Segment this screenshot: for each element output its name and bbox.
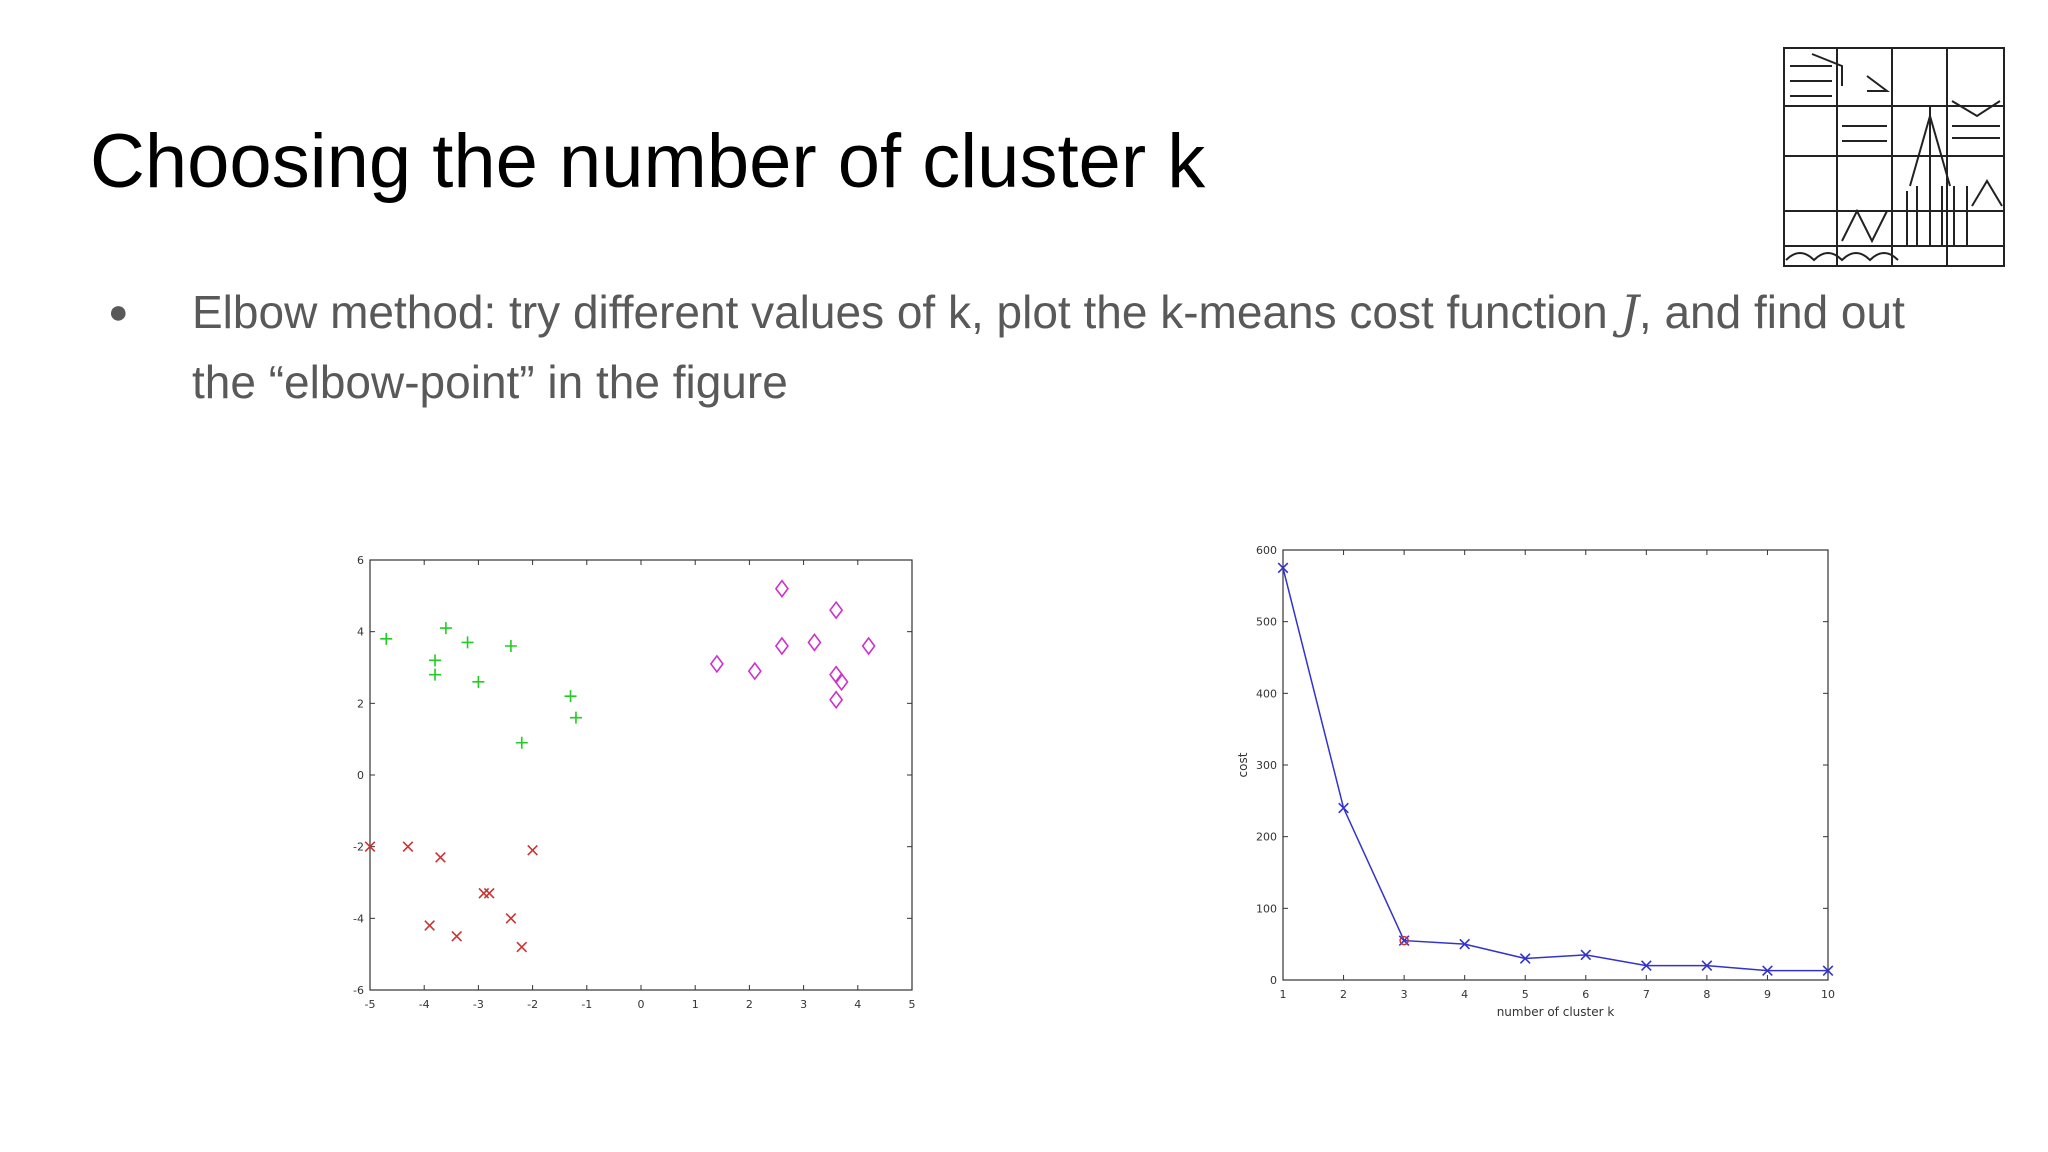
y-tick-label: -6 (353, 984, 364, 997)
x-tick-label: 1 (692, 998, 699, 1011)
scatter-point-plus (429, 668, 442, 681)
x-tick-label: -5 (365, 998, 376, 1011)
x-tick-label: 10 (1821, 988, 1835, 1001)
cost-data-point (1277, 562, 1289, 574)
bullet-text-part1: Elbow method: try different values of k,… (192, 286, 1621, 338)
x-tick-label: -1 (581, 998, 592, 1011)
cost-data-point (1580, 949, 1592, 961)
scatter-point-x (478, 887, 490, 899)
x-tick-label: 5 (909, 998, 916, 1011)
cost-series-line (1282, 567, 1828, 972)
scatter-point-plus (569, 711, 582, 724)
x-tick-label: 1 (1280, 988, 1287, 1001)
slide-title: Choosing the number of cluster k (90, 119, 1206, 204)
y-tick-label: 100 (1256, 902, 1277, 915)
scatter-point-diamond (774, 579, 789, 599)
x-tick-label: 7 (1643, 988, 1650, 1001)
y-tick-label: 0 (1270, 974, 1277, 987)
x-tick-label: -3 (473, 998, 484, 1011)
y-tick-label: 2 (357, 697, 364, 710)
scatter-point-plus (380, 632, 393, 645)
bullet-dot-icon: ● (108, 293, 129, 331)
plot-area-frame (369, 559, 913, 991)
y-tick-label: 300 (1256, 759, 1277, 772)
x-tick-label: 8 (1703, 988, 1710, 1001)
scatter-point-diamond (834, 672, 849, 692)
x-tick-label: 9 (1764, 988, 1771, 1001)
scatter-point-plus (504, 640, 517, 652)
x-tick-label: 6 (1582, 988, 1589, 1001)
scatter-point-x (516, 941, 528, 953)
cost-data-point (1822, 965, 1834, 977)
scatter-point-x (424, 920, 435, 931)
x-tick-label: -2 (527, 998, 538, 1011)
bullet-item: ● Elbow method: try different values of … (108, 277, 1948, 417)
x-tick-label: 2 (1340, 988, 1347, 1001)
scatter-point-diamond (829, 690, 844, 710)
scatter-chart: -5 -4 -3 -2 -1 0 1 2 3 4 5 -6 -4 -2 0 2 4 6 (353, 554, 916, 1011)
y-tick-label: 0 (357, 769, 364, 782)
cost-data-point (1762, 965, 1773, 977)
scatter-point-x (435, 852, 446, 863)
x-tick-label: 3 (800, 998, 807, 1011)
y-tick-label: 4 (357, 626, 364, 639)
cost-data-point (1519, 953, 1531, 964)
y-tick-label: 500 (1256, 616, 1277, 629)
scatter-point-x (402, 841, 414, 853)
scatter-point-diamond (747, 661, 762, 681)
elbow-point-marker (1399, 935, 1409, 946)
scatter-point-diamond (807, 633, 822, 652)
scatter-point-diamond (774, 636, 789, 656)
scatter-point-diamond (861, 636, 876, 656)
cost-data-point (1640, 960, 1652, 972)
x-tick-label: 3 (1401, 988, 1408, 1001)
scatter-point-plus (472, 675, 485, 688)
scatter-point-plus (429, 654, 442, 667)
x-tick-label: 4 (1461, 988, 1468, 1001)
x-tick-label: 2 (746, 998, 753, 1011)
scatter-point-x (451, 930, 463, 942)
cost-data-point (1459, 938, 1471, 950)
y-tick-label: 200 (1256, 831, 1277, 844)
y-tick-label: -2 (353, 841, 364, 854)
scatter-point-plus (439, 622, 452, 635)
y-tick-label: 400 (1256, 687, 1277, 700)
bullet-text: Elbow method: try different values of k,… (192, 277, 1948, 417)
scatter-point-plus (461, 636, 474, 649)
scatter-point-plus (564, 690, 577, 703)
scatter-point-x (483, 887, 495, 899)
cost-data-point (1701, 960, 1713, 972)
scatter-point-plus (515, 736, 528, 749)
cost-data-point (1338, 802, 1349, 814)
x-tick-label: 0 (638, 998, 645, 1011)
x-tick-label: 5 (1522, 988, 1529, 1001)
y-tick-label: 600 (1256, 544, 1277, 557)
cost-function-variable: J (1620, 285, 1639, 339)
y-tick-label: -4 (353, 912, 364, 925)
x-axis-label: number of cluster k (1497, 1005, 1615, 1019)
y-axis-label: cost (1236, 752, 1250, 777)
x-tick-label: 4 (854, 998, 861, 1011)
y-tick-label: 6 (357, 554, 364, 567)
scatter-point-x (527, 844, 538, 856)
university-logo-icon (1783, 47, 2005, 267)
x-tick-label: -4 (419, 998, 430, 1011)
bullet-text-part2: , and find out the “elbow-point” in the … (192, 286, 1905, 408)
scatter-point-diamond (709, 654, 724, 674)
scatter-point-diamond (829, 600, 844, 620)
plot-area-frame (1282, 549, 1829, 981)
scatter-point-x (364, 841, 376, 853)
scatter-point-x (505, 912, 517, 924)
